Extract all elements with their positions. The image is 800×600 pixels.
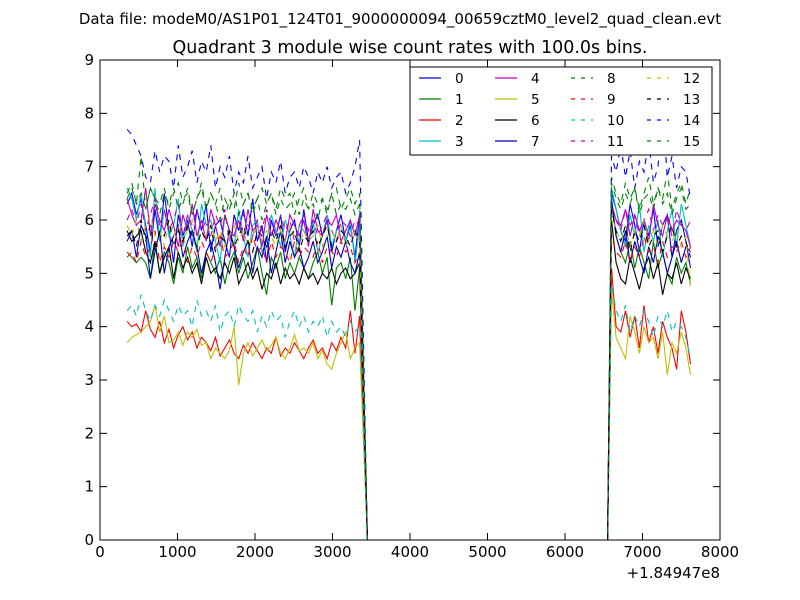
legend-label-10: 10 — [607, 113, 624, 129]
y-tick-label: 1 — [84, 478, 94, 496]
legend-label-14: 14 — [683, 113, 700, 129]
series-group — [126, 107, 692, 540]
legend-label-11: 11 — [607, 134, 624, 150]
y-tick-label: 3 — [84, 371, 94, 389]
chart-title: Quadrant 3 module wise count rates with … — [173, 38, 648, 58]
legend-label-1: 1 — [455, 92, 464, 108]
legend-label-0: 0 — [455, 71, 464, 87]
x-tick-label: 2000 — [236, 543, 274, 561]
y-tick-label: 5 — [84, 264, 94, 282]
x-tick-label: 1000 — [158, 543, 196, 561]
x-tick-label: 8000 — [701, 543, 739, 561]
series-line-0 — [126, 191, 692, 540]
y-tick-label: 7 — [84, 158, 94, 176]
y-tick-label: 4 — [84, 318, 94, 336]
legend-label-15: 15 — [683, 134, 700, 150]
series-line-15 — [126, 182, 691, 540]
series-line-5 — [126, 289, 692, 540]
series-line-8 — [126, 155, 692, 540]
x-offset-label: +1.84947e8 — [627, 564, 720, 582]
legend-label-4: 4 — [531, 71, 540, 87]
x-tick-label: 3000 — [313, 543, 351, 561]
axis-ticks: 0 1000 2000 3000 4000 5000 6000 7000 80000123456… — [84, 51, 739, 561]
y-tick-label: 0 — [84, 531, 94, 549]
series-line-6 — [126, 219, 692, 540]
y-tick-label: 6 — [84, 211, 94, 229]
series-line-11 — [126, 198, 692, 540]
x-tick-label: 7000 — [623, 543, 661, 561]
legend-label-13: 13 — [683, 92, 700, 108]
legend-label-12: 12 — [683, 71, 700, 87]
x-tick-label: 6000 — [546, 543, 584, 561]
x-tick-label: 4000 — [391, 543, 429, 561]
legend-label-3: 3 — [455, 134, 464, 150]
legend-frame — [409, 66, 713, 156]
x-tick-label: 0 — [95, 543, 105, 561]
series-line-9 — [126, 230, 692, 540]
legend-label-6: 6 — [531, 113, 540, 129]
legend-label-5: 5 — [531, 92, 540, 108]
x-tick-label: 5000 — [468, 543, 506, 561]
legend-label-7: 7 — [531, 134, 540, 150]
y-tick-label: 8 — [84, 104, 94, 122]
suptitle: Data file: modeM0/AS1P01_124T01_90000000… — [79, 10, 721, 29]
y-tick-label: 9 — [84, 51, 94, 69]
series-line-13 — [126, 209, 692, 540]
legend-label-2: 2 — [455, 113, 464, 129]
y-tick-label: 2 — [84, 424, 94, 442]
series-line-7 — [126, 198, 691, 540]
legend-label-8: 8 — [607, 71, 616, 87]
legend-label-9: 9 — [607, 92, 616, 108]
series-line-2 — [126, 267, 692, 540]
